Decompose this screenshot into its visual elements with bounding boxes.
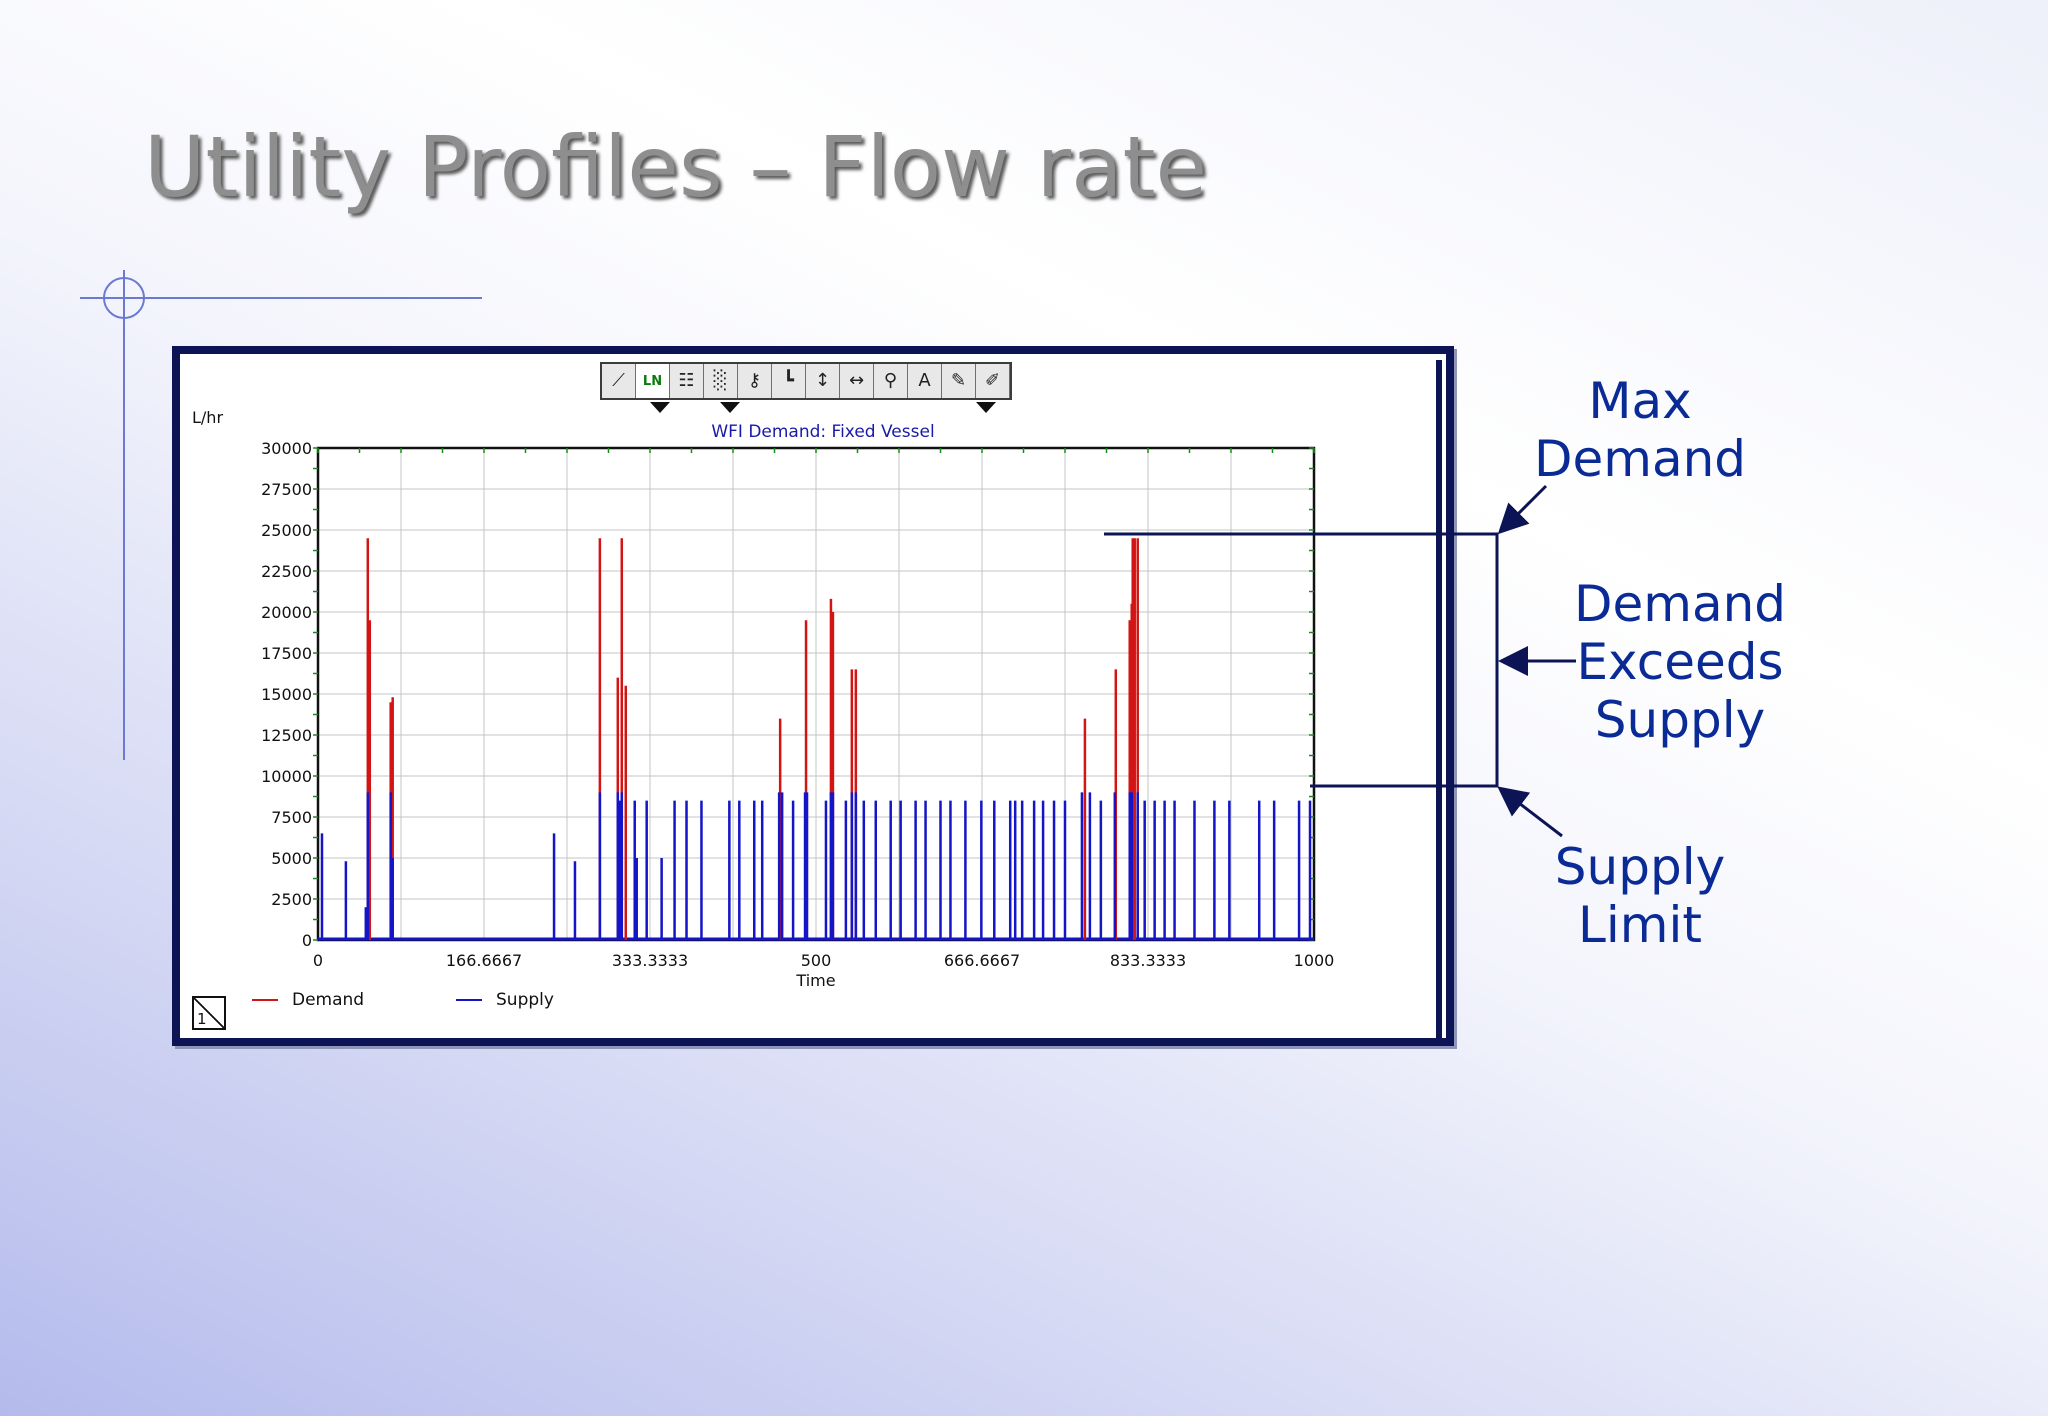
x-tick-label: 1000 <box>1294 951 1335 970</box>
legend-item-demand: Demand <box>252 990 364 1010</box>
legend-swatch-demand <box>252 999 278 1001</box>
text-annotate-icon[interactable]: A <box>908 364 942 398</box>
y-tick-label: 15000 <box>261 685 312 704</box>
annotation-line: Supply <box>1554 838 1726 896</box>
y-tick-label: 10000 <box>261 767 312 786</box>
chart-toolbar: ⟋ LN ☷ ░ ⚷ ┗ ↕ ↔ ⚲ A ✎ ✐ <box>600 362 1012 400</box>
y-tick-label: 25000 <box>261 521 312 540</box>
annotation-line: Exceeds <box>1576 633 1784 691</box>
supply-limit-arrow <box>1497 786 1563 838</box>
y-tick-label: 7500 <box>271 808 312 827</box>
annotation-line: Max <box>1588 372 1692 430</box>
legend-item-supply: Supply <box>456 990 554 1010</box>
ln-scale-icon[interactable]: LN <box>636 364 670 398</box>
annotation-line: Demand <box>1573 575 1787 633</box>
page-indicator[interactable]: 1 <box>192 996 226 1030</box>
legend-label-supply: Supply <box>496 990 554 1010</box>
y-tick-label: 22500 <box>261 562 312 581</box>
x-tick-label: 0 <box>313 951 323 970</box>
pencil-icon[interactable]: ✎ <box>942 364 976 398</box>
legend-label-demand: Demand <box>292 990 365 1010</box>
x-tick-label: 666.6667 <box>944 951 1020 970</box>
slide-title: Utility Profiles – Flow rate <box>144 118 1208 216</box>
x-tick-label: 833.3333 <box>1110 951 1186 970</box>
toolbar-dropdown-arrow[interactable] <box>976 402 996 413</box>
x-axis-label: Time <box>795 971 835 990</box>
x-tick-label: 166.6667 <box>446 951 522 970</box>
legend-swatch-supply <box>456 999 482 1001</box>
chart-title: WFI Demand: Fixed Vessel <box>711 422 935 442</box>
max-demand-arrow <box>1497 484 1548 535</box>
y-tick-label: 30000 <box>261 439 312 458</box>
y-tick-label: 20000 <box>261 603 312 622</box>
annotation-supply-limit: Supply Limit <box>1520 838 1760 954</box>
annotation-line: Supply <box>1594 691 1766 749</box>
y-tick-label: 5000 <box>271 849 312 868</box>
annotation-line: Demand <box>1533 430 1747 488</box>
properties-icon[interactable]: ☷ <box>670 364 704 398</box>
toolbar-dropdown-arrow[interactable] <box>650 402 670 413</box>
y-tick-label: 2500 <box>271 890 312 909</box>
window-right-border <box>1436 360 1442 1038</box>
y-tick-label: 27500 <box>261 480 312 499</box>
y-tick-label: 12500 <box>261 726 312 745</box>
y-tick-label: 17500 <box>261 644 312 663</box>
chart-window: ⟋ LN ☷ ░ ⚷ ┗ ↕ ↔ ⚲ A ✎ ✐ L/hr WFI Demand: Fixed Ves… <box>172 346 1454 1046</box>
page-number: 1 <box>197 1010 207 1028</box>
eraser-icon[interactable]: ✐ <box>976 364 1010 398</box>
x-axis-icon[interactable]: ┗ <box>772 364 806 398</box>
y-tick-label: 0 <box>302 931 312 950</box>
toolbar-dropdown-arrow[interactable] <box>720 402 740 413</box>
decoration-circle <box>103 277 145 319</box>
plot-area: 0250050007500100001250015000175002000022… <box>261 439 1335 990</box>
y-axis-icon[interactable]: ↕ <box>806 364 840 398</box>
line-graph-icon[interactable]: ⟋ <box>602 364 636 398</box>
zoom-icon[interactable]: ⚲ <box>874 364 908 398</box>
x-tick-label: 500 <box>801 951 832 970</box>
xy-axis-icon[interactable]: ↔ <box>840 364 874 398</box>
annotation-max-demand: Max Demand <box>1520 372 1760 488</box>
grid-icon[interactable]: ░ <box>704 364 738 398</box>
annotation-line: Limit <box>1578 896 1702 954</box>
x-tick-label: 333.3333 <box>612 951 688 970</box>
y-axis-label: L/hr <box>192 408 224 427</box>
key-icon[interactable]: ⚷ <box>738 364 772 398</box>
annotation-demand-exceeds-supply: Demand Exceeds Supply <box>1560 575 1800 749</box>
title-decoration <box>80 270 482 760</box>
